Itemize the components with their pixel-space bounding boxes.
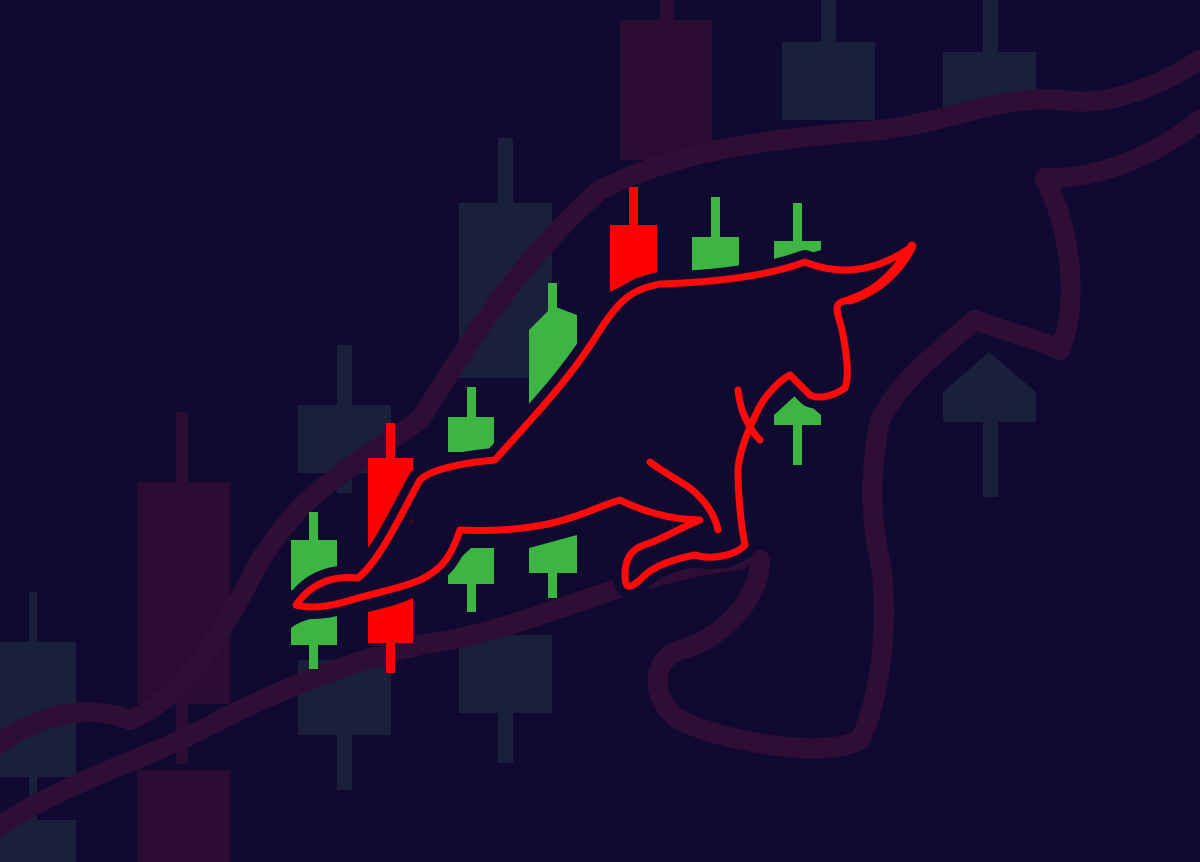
candle-up (529, 535, 577, 598)
ghost-candle (620, 0, 712, 160)
ghost-candle (137, 770, 230, 862)
candle-down (368, 598, 413, 673)
ghost-bull-outline (0, 50, 1200, 838)
candle-up (291, 615, 337, 669)
candle-down (610, 187, 657, 292)
candle-up (774, 394, 821, 465)
candle-up (448, 548, 494, 612)
ghost-candle (459, 635, 552, 763)
ghost-candle (943, 352, 1036, 497)
bull-outline (284, 236, 922, 619)
ghost-candle (782, 0, 875, 120)
ghost-candlesticks (0, 0, 1036, 862)
